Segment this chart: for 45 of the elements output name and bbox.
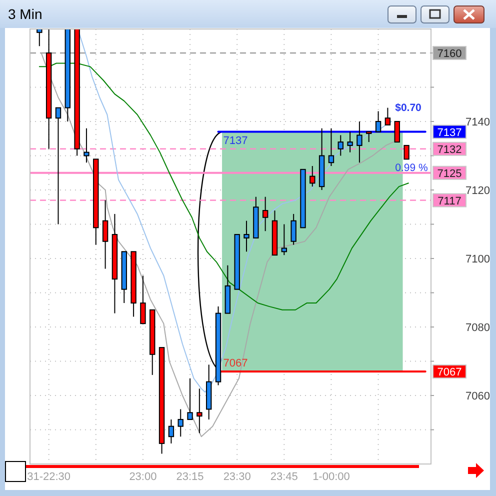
data-label: 7067	[437, 366, 462, 379]
candlestick	[36, 29, 42, 47]
data-label: 7137	[437, 126, 462, 139]
ref-line-label: 7160	[437, 48, 462, 60]
x-tick-label: 23:15	[176, 471, 204, 483]
candlestick	[310, 166, 316, 188]
x-tick-label: 23:00	[129, 471, 157, 483]
x-tick-label: 23:30	[223, 471, 251, 483]
candlestick	[262, 196, 268, 232]
candlestick	[84, 128, 90, 164]
candlestick	[178, 408, 184, 438]
chart-title: 3 Min	[8, 6, 42, 22]
candlestick	[196, 388, 202, 434]
candlestick	[375, 110, 382, 132]
y-tick-label: 7140	[466, 116, 490, 128]
annotation: 0.99 %	[395, 162, 428, 174]
x-tick-label: 31-22:30	[27, 471, 71, 483]
ref-line-label: 7125	[437, 168, 462, 180]
candlestick	[244, 220, 250, 252]
y-tick-label: 7060	[466, 390, 490, 402]
annotation: $0.70	[395, 102, 422, 114]
y-tick-label: 7120	[466, 184, 490, 197]
candlestick	[366, 131, 372, 143]
ref-line-label: 7132	[437, 144, 462, 156]
candlestick	[394, 120, 400, 143]
candlestick	[140, 275, 146, 324]
candlestick	[404, 144, 410, 160]
candlestick	[187, 378, 193, 420]
candlestick	[55, 107, 62, 225]
candlestick	[290, 213, 296, 246]
candlestick	[356, 120, 362, 164]
y-tick-label: 7080	[466, 322, 490, 334]
candlestick	[347, 131, 353, 153]
x-tick-label: 1-00:00	[312, 471, 350, 483]
candlestick	[102, 200, 108, 270]
candlestick	[281, 224, 288, 256]
x-tick-label: 23:45	[270, 471, 298, 483]
y-tick-label: 7100	[466, 253, 490, 266]
candlestick	[328, 128, 334, 167]
data-label: 7067	[223, 358, 248, 370]
candlestick	[384, 107, 391, 126]
data-label: 7137	[223, 134, 248, 147]
candlestick	[338, 134, 344, 156]
ref-line-label: 7117	[438, 195, 462, 208]
candlestick	[168, 418, 174, 444]
